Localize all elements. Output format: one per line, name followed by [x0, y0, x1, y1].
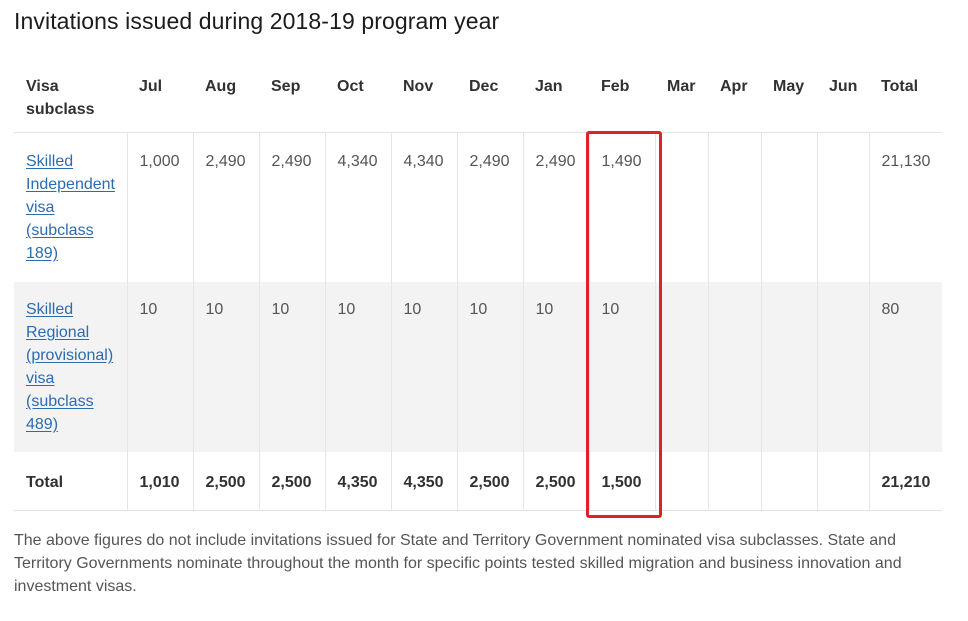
- header-month: Jan: [523, 64, 589, 133]
- table-cell: 10: [456, 282, 523, 452]
- table-cell: 10: [390, 282, 457, 452]
- table-cell: [760, 132, 817, 282]
- table-cell: [654, 452, 708, 511]
- table-row: Skilled Independent visa (subclass 189) 1,00…: [14, 132, 942, 283]
- table-cell: 1,010: [126, 452, 193, 511]
- table-cell: 2,500: [456, 452, 523, 511]
- table-cell: 2,490: [192, 132, 259, 282]
- table-cell: 10: [324, 282, 391, 452]
- footnote: The above figures do not include invitat…: [14, 532, 902, 595]
- header-month: Jul: [127, 64, 193, 133]
- header-month: Aug: [193, 64, 259, 133]
- header-month: Oct: [325, 64, 391, 133]
- invitations-table: Visa subclass Jul Aug Sep Oct Nov Dec Jan…: [14, 64, 942, 511]
- visa-label-cell: Skilled Regional (provisional) visa (subclas…: [14, 282, 127, 452]
- table-cell: 2,490: [258, 132, 325, 282]
- table-cell: [760, 282, 817, 452]
- table-cell: 2,500: [522, 452, 589, 511]
- skilled-regional-visa-link[interactable]: Skilled Regional (provisional) visa (subclas…: [26, 301, 114, 433]
- table-cell: 10: [588, 282, 655, 452]
- table-cell: 2,490: [456, 132, 523, 282]
- skilled-independent-visa-link[interactable]: Skilled Independent visa (subclass 189): [26, 153, 115, 262]
- table-cell: [760, 452, 817, 511]
- table-cell: [816, 282, 869, 452]
- visa-label-cell: Skilled Independent visa (subclass 189): [14, 133, 127, 283]
- table-header-row: Visa subclass Jul Aug Sep Oct Nov Dec Jan…: [14, 64, 942, 133]
- table-cell: 1,500: [588, 452, 655, 511]
- table-cell: 4,350: [324, 452, 391, 511]
- header-month: Dec: [457, 64, 523, 133]
- table-row: Skilled Regional (provisional) visa (subclas…: [14, 282, 942, 452]
- header-month: Apr: [708, 64, 761, 133]
- table-cell: 2,490: [522, 132, 589, 282]
- table-cell: [707, 452, 761, 511]
- table-cell: 2,500: [192, 452, 259, 511]
- header-month: Mar: [655, 64, 708, 133]
- table-cell: 2,500: [258, 452, 325, 511]
- row-total-cell: 21,130: [868, 132, 942, 282]
- page-title: Invitations issued during 2018-19 progra…: [14, 8, 500, 34]
- table-cell: 10: [192, 282, 259, 452]
- header-month: Sep: [259, 64, 325, 133]
- grand-total-cell: 21,210: [868, 452, 942, 511]
- header-month: Jun: [817, 64, 869, 133]
- table-cell: [816, 132, 869, 282]
- header-month: May: [761, 64, 817, 133]
- table-cell: [707, 132, 761, 282]
- table-cell: [816, 452, 869, 511]
- table-cell: [654, 282, 708, 452]
- table-cell: 10: [522, 282, 589, 452]
- header-visa-subclass: Visa subclass: [14, 64, 127, 133]
- table-cell: 1,490: [588, 132, 655, 282]
- table-cell: [707, 282, 761, 452]
- table-cell: 4,350: [390, 452, 457, 511]
- totals-row: Total 1,010 2,500 2,500 4,350 4,350 2,50…: [14, 452, 942, 511]
- totals-label-cell: Total: [14, 452, 127, 511]
- row-total-cell: 80: [868, 282, 942, 452]
- header-total: Total: [869, 64, 942, 133]
- table-cell: [654, 132, 708, 282]
- table-cell: 4,340: [390, 132, 457, 282]
- header-month: Feb: [589, 64, 655, 133]
- table-cell: 10: [126, 282, 193, 452]
- header-month: Nov: [391, 64, 457, 133]
- table-cell: 10: [258, 282, 325, 452]
- table-cell: 1,000: [126, 132, 193, 282]
- table-cell: 4,340: [324, 132, 391, 282]
